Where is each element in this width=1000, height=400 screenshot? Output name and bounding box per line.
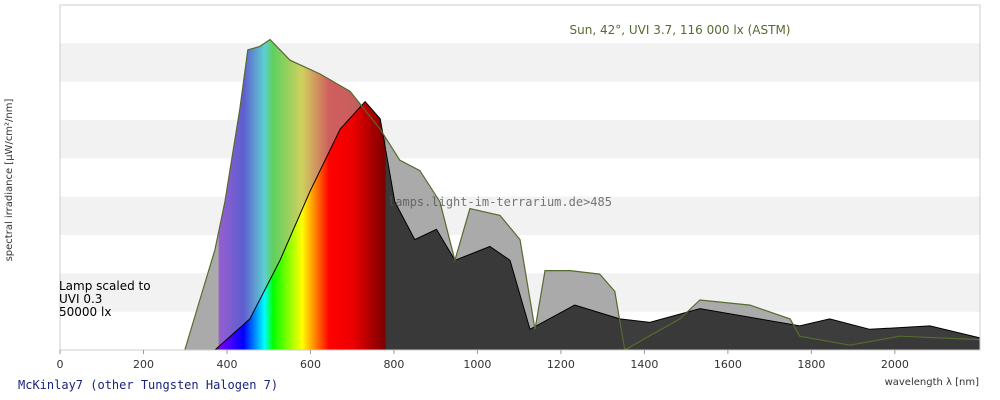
x-tick-label: 1000 — [463, 358, 491, 371]
band — [60, 43, 980, 82]
y-axis-label: spectral irradiance [µW/cm²/nm] — [4, 98, 15, 261]
sun-line — [184, 38, 980, 350]
lamp-line — [214, 100, 980, 350]
x-tick-label: 1800 — [797, 358, 825, 371]
x-tick-label: 800 — [383, 358, 404, 371]
x-axis-label: wavelength λ [nm] — [885, 377, 980, 388]
band — [60, 120, 980, 159]
plot-area — [184, 38, 980, 350]
x-tick-label: 1600 — [714, 358, 742, 371]
lamp-annotation: Lamp scaled to — [59, 279, 151, 293]
x-tick-label: 1200 — [547, 358, 575, 371]
x-tick-label: 400 — [216, 358, 237, 371]
x-tick-label: 1400 — [630, 358, 658, 371]
lamp-annotation: 50000 lx — [59, 305, 111, 319]
chart-title: McKinlay7 (other Tungsten Halogen 7) — [18, 378, 278, 392]
plot-frame — [59, 4, 981, 351]
x-tick-label: 600 — [300, 358, 321, 371]
sun-annotation: Sun, 42°, UVI 3.7, 116 000 lx (ASTM) — [570, 23, 791, 37]
x-tick-label: 0 — [57, 358, 64, 371]
lamp-area — [214, 101, 980, 350]
band — [60, 196, 980, 235]
lamp-annotation: UVI 0.3 — [59, 292, 102, 306]
x-tick-label: 2000 — [881, 358, 909, 371]
x-tick-label: 200 — [133, 358, 154, 371]
watermark: lamps.light-im-terrarium.de>485 — [388, 195, 612, 209]
